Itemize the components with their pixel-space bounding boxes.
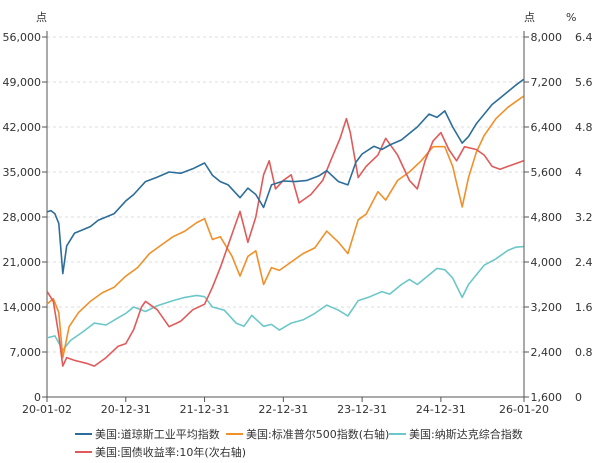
right2-axis-tick-label: 6.4	[575, 31, 593, 44]
x-axis-tick-label: 21-12-31	[180, 403, 230, 416]
right1-axis-tick-label: 3,200	[531, 301, 563, 314]
right2-axis-tick-label: 0	[575, 391, 582, 404]
right1-axis-tick-label: 4,800	[531, 211, 563, 224]
grid-layer	[47, 36, 524, 353]
x-axis-tick-label: 20-01-02	[22, 403, 72, 416]
right1-axis-tick-label: 7,200	[531, 76, 563, 89]
series-line-0	[46, 78, 525, 275]
right2-axis-tick-label: 4.8	[575, 121, 593, 134]
series-line-1	[46, 95, 525, 359]
left-axis-tick-label: 28,000	[3, 211, 42, 224]
right1-axis-tick-label: 5,600	[531, 166, 563, 179]
x-axis-tick-label: 26-01-20	[499, 403, 549, 416]
right1-axis-tick-label: 4,000	[531, 256, 563, 269]
x-axis-tick-label: 20-12-31	[101, 403, 151, 416]
right2-axis-tick-label: 0.8	[575, 346, 593, 359]
left-axis-tick-label: 7,000	[10, 346, 42, 359]
left-axis-tick-label: 42,000	[3, 121, 42, 134]
right2-axis-tick-label: 1.6	[575, 301, 593, 314]
legend-label-0: 美国:道琼斯工业平均指数	[95, 427, 220, 441]
left-axis-tick-label: 0	[34, 391, 41, 404]
right1-axis-tick-label: 8,000	[531, 31, 563, 44]
left-axis-tick-label: 49,000	[3, 76, 42, 89]
right2-axis-tick-label: 5.6	[575, 76, 593, 89]
right2-axis-tick-label: 2.4	[575, 256, 593, 269]
x-axis-tick-label: 22-12-31	[258, 403, 308, 416]
legend-label-3: 美国:国债收益率:10年(次右轴)	[95, 445, 246, 459]
legend: 美国:道琼斯工业平均指数 美国:标准普尔500指数(右轴) 美国:纳斯达克综合指数美…	[75, 427, 523, 459]
right2-axis-tick-label: 4	[575, 166, 582, 179]
right1-axis-tick-label: 2,400	[531, 346, 563, 359]
left-axis-tick-label: 56,000	[3, 31, 42, 44]
right1-axis-unit: 点	[524, 11, 535, 24]
series-layer	[46, 78, 525, 367]
series-line-2	[46, 245, 524, 351]
right2-axis-unit: %	[566, 11, 576, 24]
axis-layer: 0 1,600 0 7,000 2,400 0.8 14,000 3,200 1.6 21,000…	[3, 11, 593, 416]
legend-label-1: 美国:标准普尔500指数(右轴)	[246, 427, 389, 441]
series-line-3	[46, 117, 524, 367]
left-axis-unit: 点	[36, 11, 47, 24]
left-axis-tick-label: 35,000	[3, 166, 42, 179]
x-axis-tick-label: 23-12-31	[337, 403, 387, 416]
left-axis-tick-label: 14,000	[3, 301, 42, 314]
x-axis-tick-label: 24-12-31	[416, 403, 466, 416]
right1-axis-tick-label: 1,600	[531, 391, 563, 404]
right1-axis-tick-label: 6,400	[531, 121, 563, 134]
legend-label-2: 美国:纳斯达克综合指数	[409, 427, 523, 441]
left-axis-tick-label: 21,000	[3, 256, 42, 269]
right2-axis-tick-label: 3.2	[575, 211, 593, 224]
